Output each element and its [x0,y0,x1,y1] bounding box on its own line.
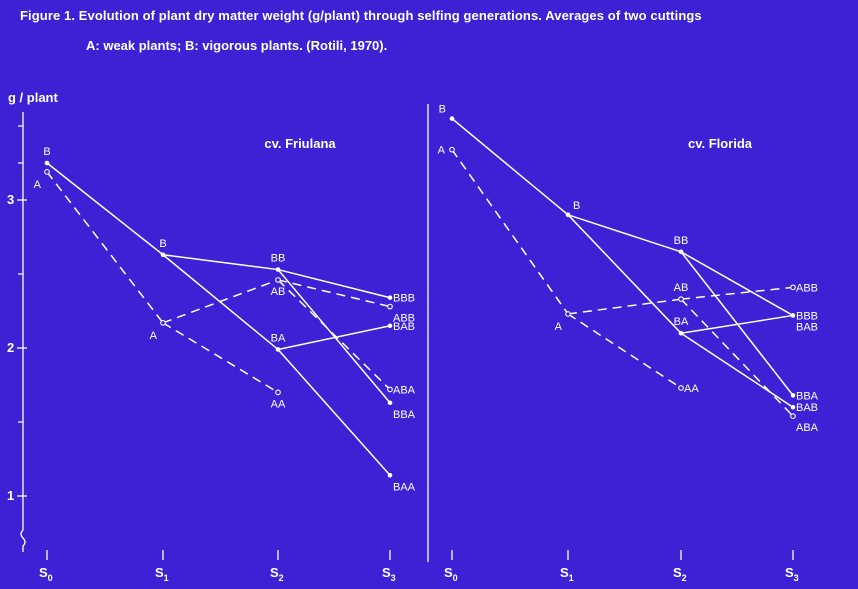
vigorous-plants-segment [277,348,391,476]
vigorous-point-marker [44,160,50,166]
point-label: BA [271,332,286,344]
point-label: BBA [393,409,416,421]
point-label: AB [271,286,286,298]
vigorous-plants-segment [567,214,682,334]
point-label: ABB [796,282,818,294]
vigorous-plants-segment [277,269,391,404]
weak-plants-segment [46,171,164,324]
weak-point-marker [275,277,281,283]
panel-title: cv. Florida [688,136,753,151]
point-label: A [555,321,563,333]
point-label: BAA [393,481,416,493]
point-label: BBA [796,390,819,402]
weak-plants-segment [567,298,682,315]
panel-title: cv. Friulana [264,136,336,151]
x-tick-label: S1 [155,565,169,583]
weak-plants-segment [162,322,279,394]
vigorous-plants-segment [680,251,794,317]
x-tick-label: S3 [785,565,799,583]
weak-point-marker [565,311,571,317]
vigorous-point-marker [275,267,281,272]
vigorous-plants-segment [680,314,794,334]
vigorous-plants-segment [567,214,682,253]
vigorous-point-marker [678,330,684,336]
weak-point-marker [790,284,796,291]
point-label: AA [684,383,699,395]
weak-point-marker [44,169,50,175]
weak-point-marker [275,389,281,396]
vigorous-point-marker [790,393,796,398]
point-label: AB [674,282,689,294]
point-label: A [34,179,42,191]
weak-point-marker [678,385,684,391]
y-axis-label: g / plant [8,90,59,105]
point-label: BA [674,316,689,328]
figure-subtitle: A: weak plants; B: vigorous plants. (Rot… [86,38,388,53]
weak-point-marker [449,146,455,153]
vigorous-plants-segment [277,325,391,351]
point-label: ABB [393,313,415,325]
point-label: ABA [796,422,819,434]
weak-plants-segment [277,279,391,390]
x-tick-label: S1 [560,565,574,583]
weak-point-marker [387,303,393,310]
weak-plants-segment [451,149,569,315]
vigorous-point-marker [565,212,571,218]
vigorous-plants-segment [680,332,794,408]
vigorous-point-marker [449,116,455,121]
vigorous-plants-segment [46,162,164,256]
vigorous-plants-segment [451,118,569,216]
point-label: B [439,104,446,116]
weak-point-marker [790,413,796,419]
point-label: AA [271,398,286,410]
weak-plants-segment [680,298,794,417]
point-label: B [573,200,580,212]
vigorous-point-marker [387,323,393,329]
point-label: A [438,145,446,157]
y-tick-label: 2 [7,340,14,355]
weak-plants-segment [162,279,279,324]
weak-plants-segment [680,286,794,300]
weak-plants-segment [567,313,682,389]
point-label: BBB [796,310,818,322]
y-axis-line [20,112,26,552]
weak-point-marker [678,296,684,303]
vigorous-point-marker [790,313,796,318]
point-label: BBB [393,293,415,305]
point-label: ABA [393,384,416,396]
x-tick-label: S0 [39,565,53,583]
weak-point-marker [160,319,166,326]
weak-plants-segment [277,279,391,308]
point-label: B [43,146,50,158]
vigorous-point-marker [678,249,684,255]
weak-point-marker [387,386,393,393]
vigorous-point-marker [160,252,166,258]
vigorous-plants-segment [162,254,279,271]
vigorous-point-marker [275,347,281,352]
x-tick-label: S0 [444,565,458,583]
vigorous-plants-segment [277,268,391,299]
point-label: BAB [393,321,415,333]
x-tick-label: S2 [673,565,687,583]
vigorous-point-marker [387,472,393,478]
point-label: BB [674,235,689,247]
point-label: BAB [796,321,818,333]
point-label: BAB [796,402,818,414]
point-label: B [159,238,166,250]
vigorous-point-marker [790,404,796,410]
point-label: BB [271,253,286,265]
figure-title: Figure 1. Evolution of plant dry matter … [20,8,702,23]
x-tick-label: S3 [382,565,396,583]
y-tick-label: 1 [7,488,14,503]
vigorous-point-marker [387,400,393,406]
vigorous-point-marker [387,295,393,300]
y-tick-label: 3 [7,192,14,207]
point-label: A [150,330,158,342]
x-tick-label: S2 [270,565,284,583]
